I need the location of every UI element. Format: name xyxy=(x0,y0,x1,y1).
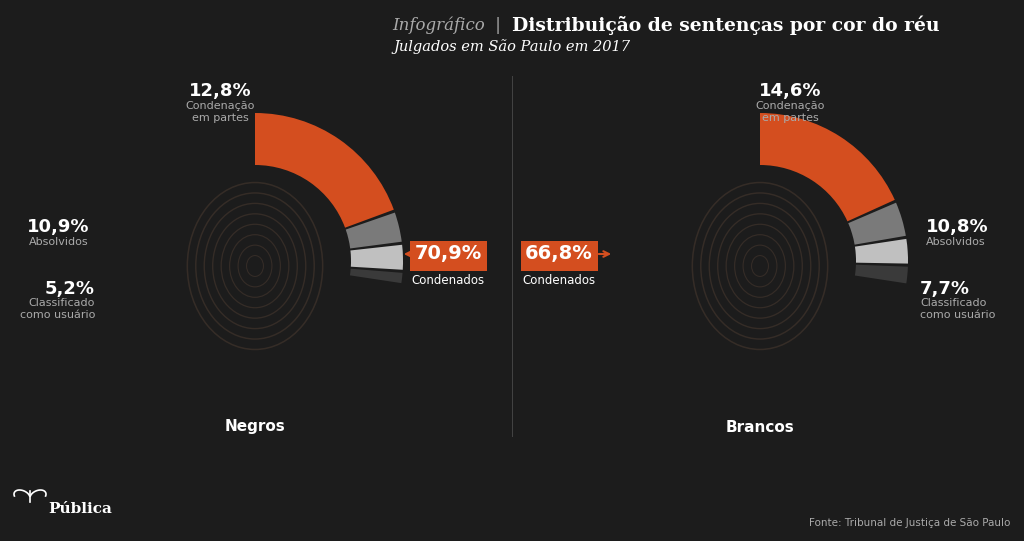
Text: 5,2%: 5,2% xyxy=(45,280,95,298)
Text: 66,8%: 66,8% xyxy=(525,245,593,263)
Wedge shape xyxy=(848,203,906,245)
Text: Condenação: Condenação xyxy=(185,101,255,111)
Text: 70,9%: 70,9% xyxy=(415,245,481,263)
Text: Negros: Negros xyxy=(224,419,286,434)
Text: Condenados: Condenados xyxy=(412,274,484,287)
Text: como usuário: como usuário xyxy=(920,310,995,320)
Text: Classificado: Classificado xyxy=(29,298,95,308)
Circle shape xyxy=(161,167,349,355)
Text: Distribuição de sentenças por cor do réu: Distribuição de sentenças por cor do réu xyxy=(512,15,939,35)
Text: Infográfico  |: Infográfico | xyxy=(392,16,512,34)
Text: 12,8%: 12,8% xyxy=(188,82,251,100)
Text: Classificado: Classificado xyxy=(920,298,986,308)
Wedge shape xyxy=(855,239,908,263)
Text: em partes: em partes xyxy=(191,113,249,123)
Text: Condenação: Condenação xyxy=(756,101,824,111)
FancyBboxPatch shape xyxy=(410,241,487,271)
Text: Fonte: Tribunal de Justiça de São Paulo: Fonte: Tribunal de Justiça de São Paulo xyxy=(809,518,1010,528)
Wedge shape xyxy=(255,113,394,228)
Circle shape xyxy=(666,167,854,355)
Text: Pública: Pública xyxy=(48,502,112,516)
Wedge shape xyxy=(346,213,401,248)
FancyBboxPatch shape xyxy=(521,241,598,271)
Text: Absolvidos: Absolvidos xyxy=(30,237,89,247)
Text: Brancos: Brancos xyxy=(726,419,795,434)
Text: 10,8%: 10,8% xyxy=(926,218,988,236)
Text: 7,7%: 7,7% xyxy=(920,280,970,298)
Wedge shape xyxy=(350,245,403,270)
Text: em partes: em partes xyxy=(762,113,818,123)
Text: 10,9%: 10,9% xyxy=(27,218,89,236)
Text: Condenados: Condenados xyxy=(522,274,596,287)
Text: Absolvidos: Absolvidos xyxy=(926,237,986,247)
Wedge shape xyxy=(760,113,895,221)
Wedge shape xyxy=(350,269,402,283)
Text: como usuário: como usuário xyxy=(19,310,95,320)
Text: Julgados em São Paulo em 2017: Julgados em São Paulo em 2017 xyxy=(393,39,631,55)
Text: 14,6%: 14,6% xyxy=(759,82,821,100)
Wedge shape xyxy=(855,265,908,283)
